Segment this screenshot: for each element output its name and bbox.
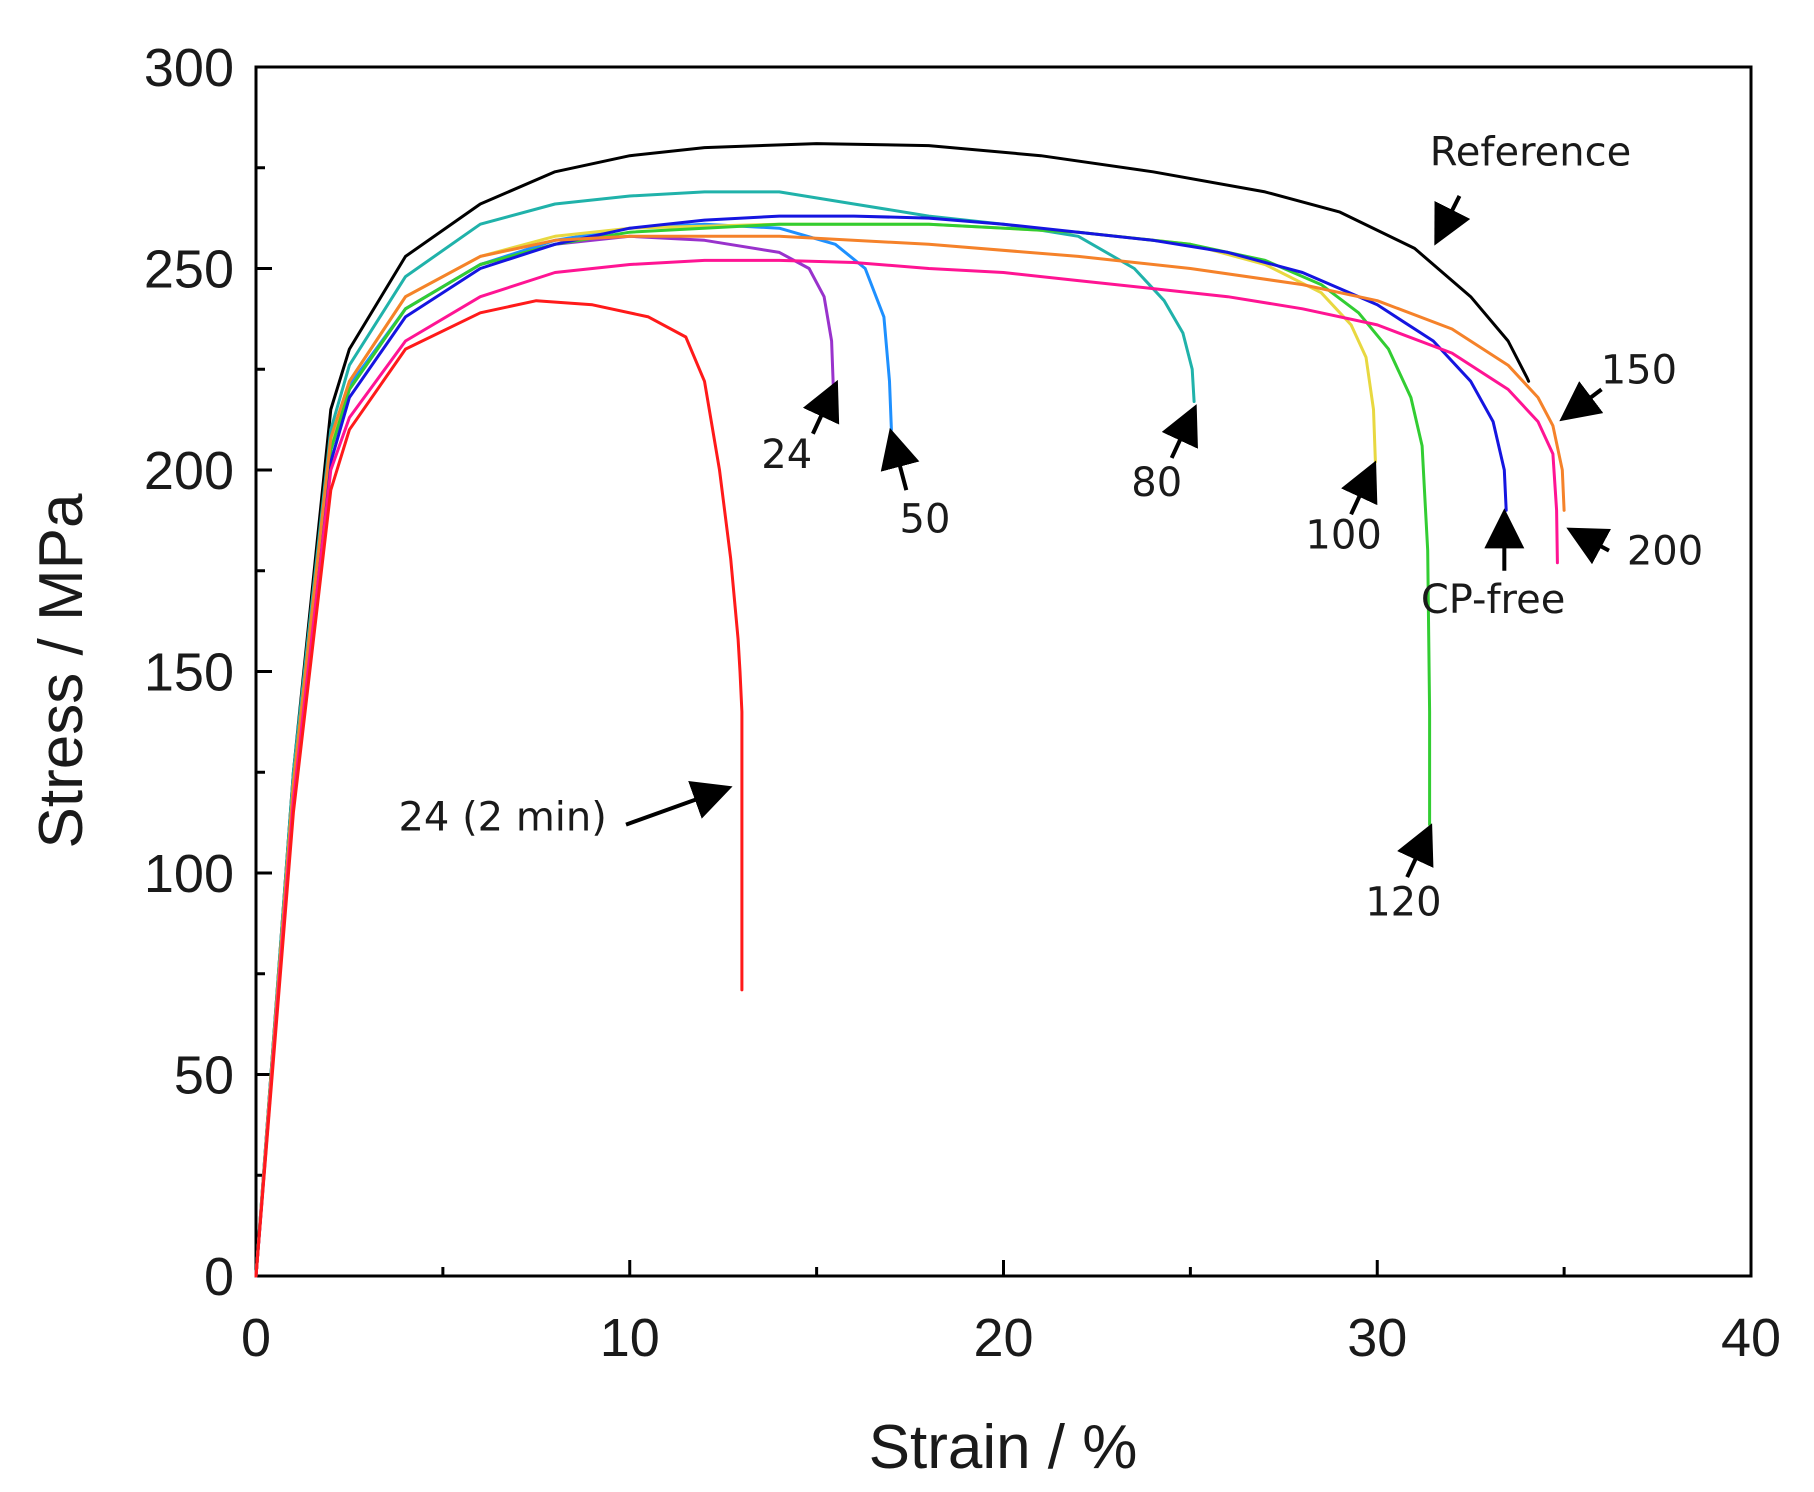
annotation-arrow [1161,404,1198,459]
axis-ticks [254,65,1753,1278]
x-tick-label: 40 [1721,1308,1781,1368]
annotation-label: 100 [1305,513,1381,559]
y-tick-label: 100 [144,844,234,904]
data-series [254,142,1566,1278]
annotation-label: 200 [1627,529,1703,575]
series-reference-line [254,142,1531,1278]
annotation-label: 24 [761,432,812,478]
annotation-label: Reference [1430,130,1631,176]
annotation-arrow [880,427,920,491]
annotation-arrow [1566,527,1612,565]
annotation-label: 24 (2 min) [398,795,606,841]
y-tick-label: 300 [144,38,234,98]
y-tick-label: 0 [204,1247,234,1307]
plot-frame [254,65,1753,1278]
y-tick-label: 50 [174,1046,234,1106]
annotation-arrow [802,379,840,435]
annotations: Reference 24 50 80 100 120 CP-free 150 200 24 (2 … [398,130,1703,926]
series-cp-free-line [254,214,1508,1278]
annotation-arrow [1341,460,1378,516]
series-50-line [254,222,893,1278]
x-tick-label: 0 [241,1308,271,1368]
annotation-label: 50 [900,496,951,542]
y-tick-label: 150 [144,643,234,703]
annotation-label: 120 [1365,879,1441,925]
series-200-line [254,258,1559,1278]
y-axis-title: Stress / MPa [27,493,96,848]
series-150-line [254,234,1566,1278]
annotation-arrow [1397,823,1434,878]
annotation-label: 80 [1131,460,1182,506]
series-24-2-min--line [254,299,744,1278]
y-tick-label: 250 [144,240,234,300]
annotation-label: 150 [1601,347,1677,393]
annotation-arrow [625,781,733,827]
annotation-arrow [1434,195,1471,246]
annotation-arrow [1559,381,1604,422]
x-tick-label: 30 [1347,1308,1407,1368]
annotation-label: CP-free [1421,577,1565,623]
x-axis-title: Strain / % [869,1413,1138,1482]
series-80-line [254,190,1196,1278]
axis-tick-labels: 0 10 20 30 40 0 50 100 150 200 250 300 [144,38,1781,1368]
y-tick-label: 200 [144,441,234,501]
x-tick-label: 10 [600,1308,660,1368]
series-100-line [254,222,1377,1278]
series-120-line [254,222,1432,1278]
x-tick-label: 20 [973,1308,1033,1368]
